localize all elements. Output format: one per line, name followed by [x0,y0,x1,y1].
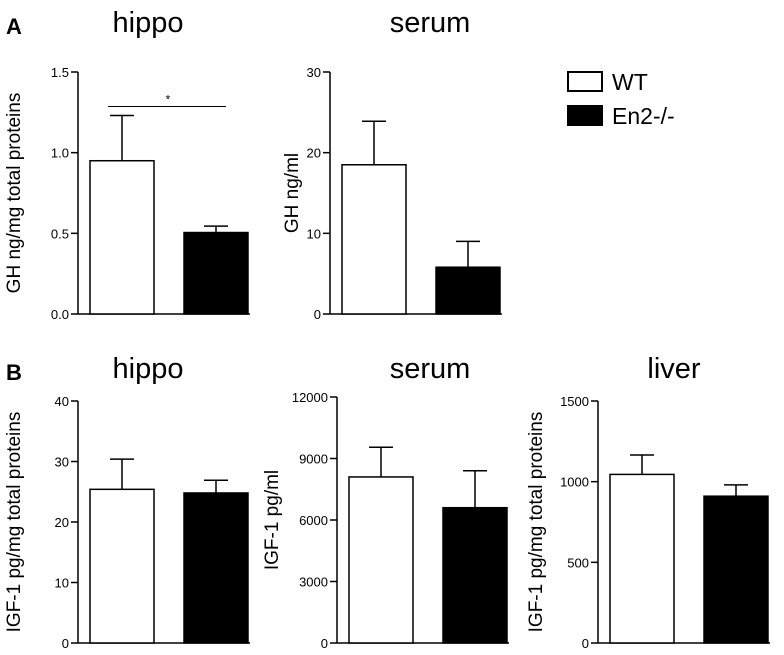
chart-title: serum [390,7,471,39]
y-tick-label: 0.5 [51,226,69,241]
y-tick-label: 0 [582,636,589,651]
y-tick-label: 6000 [299,513,328,528]
y-tick-label: 30 [55,455,69,470]
legend-label-en2: En2-/- [612,103,675,129]
chart-title: serum [390,353,471,385]
y-tick-label: 10 [55,576,69,591]
chart-b-serum: serum IGF-1 pg/ml 0 3000 6000 9000 12000 [262,353,509,651]
chart-title: liver [647,353,701,385]
y-axis-label: GH ng/mg total proteins [4,93,25,294]
bar-wt [341,164,407,315]
chart-title: hippo [113,353,184,385]
y-tick-label: 40 [55,394,69,409]
y-tick-label: 3000 [299,575,328,590]
bar-wt [89,488,155,644]
bar-wt [348,476,414,644]
bar-en2 [442,506,508,644]
chart-title: hippo [113,7,184,39]
bar-en2 [183,231,249,315]
chart-b-liver: liver IGF-1 pg/mg total proteins 0 500 1000 1… [526,353,770,651]
legend: WT En2-/- [567,69,675,129]
legend-swatch-wt [567,71,603,92]
bar-wt [89,159,155,315]
y-tick-label: 1000 [560,475,589,490]
y-tick-label: 9000 [299,452,328,467]
bar-en2 [435,266,501,315]
chart-a-serum: serum GH ng/ml 0 10 20 30 [282,7,502,322]
y-tick-label: 20 [307,146,321,161]
bar-en2 [703,495,769,644]
y-axis-label: IGF-1 pg/mg total proteins [4,412,25,633]
chart-a-hippo: hippo GH ng/mg total proteins 0.0 0.5 1.0 1.5… [4,7,250,322]
y-tick-label: 0 [314,307,321,322]
y-tick-label: 0.0 [51,307,69,322]
legend-swatch-en2 [567,105,603,126]
y-tick-label: 30 [307,65,321,80]
panel-label-b: B [6,360,22,385]
chart-b-hippo: hippo IGF-1 pg/mg total proteins 0 10 20 30 40 [4,353,250,651]
y-tick-label: 10 [307,226,321,241]
bar-wt [609,473,675,644]
y-tick-label: 20 [55,515,69,530]
y-tick-label: 1.0 [51,146,69,161]
significance-star: * [166,93,171,107]
y-tick-label: 1500 [560,394,589,409]
legend-label-wt: WT [612,69,648,95]
y-tick-label: 1.5 [51,65,69,80]
charts: hippo GH ng/mg total proteins 0.0 0.5 1.0 1.5… [4,7,770,651]
y-tick-label: 0 [321,636,328,651]
y-tick-label: 0 [62,636,69,651]
y-tick-label: 500 [567,555,589,570]
y-tick-label: 12000 [292,390,328,405]
y-axis-label: GH ng/ml [282,153,303,233]
y-axis-label: IGF-1 pg/mg total proteins [526,412,547,633]
y-axis-label: IGF-1 pg/ml [262,470,283,570]
bar-en2 [183,492,249,644]
panel-label-a: A [6,14,22,39]
